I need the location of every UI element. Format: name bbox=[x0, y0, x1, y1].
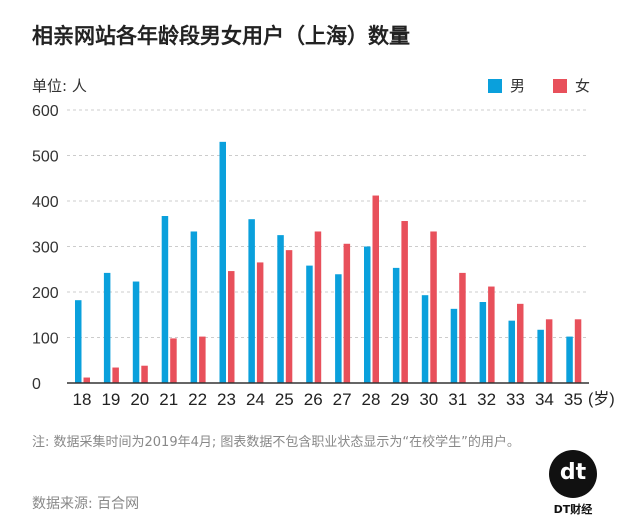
x-tick-label: 34 bbox=[535, 390, 554, 409]
legend-label-male: 男 bbox=[510, 77, 526, 95]
bar-female-25 bbox=[285, 250, 293, 383]
bar-male-31 bbox=[450, 308, 458, 383]
legend-female: 女 bbox=[553, 75, 590, 96]
data-source: 数据来源: 百合网 bbox=[32, 496, 140, 512]
bar-female-21 bbox=[170, 338, 177, 383]
x-tick-label: 24 bbox=[246, 390, 265, 409]
bar-female-32 bbox=[488, 286, 495, 383]
bar-female-19 bbox=[112, 367, 119, 383]
footnote: 注: 数据采集时间为2019年4月; 图表数据不包含职业状态显示为“在校学生”的… bbox=[32, 435, 520, 450]
legend-swatch-female bbox=[553, 78, 567, 93]
bar-female-24 bbox=[256, 262, 264, 383]
bar-female-34 bbox=[545, 319, 553, 383]
bar-female-20 bbox=[141, 365, 148, 383]
x-tick-label: 25 bbox=[275, 390, 294, 409]
legend-swatch-male bbox=[488, 78, 502, 93]
bar-male-34 bbox=[537, 329, 544, 383]
bar-male-21 bbox=[161, 216, 169, 383]
bar-male-22 bbox=[190, 231, 198, 383]
y-tick-label: 300 bbox=[32, 240, 59, 257]
dt-logo: dt DT财经 bbox=[543, 450, 603, 517]
y-tick-label: 0 bbox=[32, 376, 41, 393]
x-tick-label: 23 bbox=[217, 390, 236, 409]
bar-female-31 bbox=[459, 272, 466, 383]
y-tick-label: 500 bbox=[32, 149, 59, 166]
y-tick-label: 200 bbox=[32, 285, 59, 302]
bar-male-23 bbox=[219, 141, 226, 383]
bar-female-27 bbox=[343, 243, 351, 383]
x-tick-label: 33 bbox=[506, 390, 525, 409]
plot-area: 0 100 200 300 400 500 600 18 19 20 21 22 23 24 25 26 27 2… bbox=[32, 103, 615, 409]
y-tick-label: 600 bbox=[32, 103, 59, 120]
x-tick-label: 20 bbox=[130, 390, 149, 409]
x-tick-label: 31 bbox=[448, 390, 467, 409]
bar-female-30 bbox=[430, 231, 437, 383]
bar-male-33 bbox=[508, 320, 515, 383]
chart-title: 相亲网站各年龄段男女用户（上海）数量 bbox=[32, 24, 410, 48]
bar-female-33 bbox=[517, 303, 524, 383]
bar-male-27 bbox=[335, 274, 342, 383]
bar-male-30 bbox=[421, 295, 429, 383]
legend-male: 男 bbox=[488, 75, 525, 96]
bar-female-35 bbox=[574, 319, 582, 383]
bar-female-23 bbox=[228, 271, 235, 383]
bar-male-26 bbox=[306, 265, 313, 383]
bar-female-18 bbox=[83, 377, 90, 383]
x-tick-label: 27 bbox=[333, 390, 352, 409]
x-tick-label: 32 bbox=[477, 390, 496, 409]
bar-male-25 bbox=[277, 235, 284, 383]
logo-text: DT财经 bbox=[553, 503, 593, 516]
bar-male-29 bbox=[392, 267, 400, 383]
bar-male-32 bbox=[479, 302, 487, 383]
bar-male-28 bbox=[364, 246, 371, 383]
logo-mark: dt bbox=[549, 450, 597, 498]
x-tick-label: 35 bbox=[564, 390, 583, 409]
bar-male-24 bbox=[248, 219, 255, 383]
bar-female-29 bbox=[401, 221, 408, 383]
x-tick-label: 18 bbox=[73, 390, 92, 409]
legend-label-female: 女 bbox=[575, 77, 591, 95]
bar-female-22 bbox=[199, 336, 206, 383]
x-tick-label: 30 bbox=[419, 390, 438, 409]
bar-male-19 bbox=[103, 272, 111, 383]
y-tick-label: 400 bbox=[32, 194, 59, 211]
y-axis-unit: 单位: 人 bbox=[32, 77, 87, 95]
x-tick-label: 28 bbox=[362, 390, 381, 409]
x-tick-label: 19 bbox=[101, 390, 120, 409]
bar-male-35 bbox=[566, 336, 573, 383]
bar-male-18 bbox=[75, 300, 82, 383]
x-tick-label: 26 bbox=[304, 390, 323, 409]
x-tick-label: 21 bbox=[159, 390, 178, 409]
y-tick-label: 100 bbox=[32, 331, 59, 348]
x-tick-label: 22 bbox=[188, 390, 207, 409]
x-tick-label: 29 bbox=[390, 390, 409, 409]
bar-female-28 bbox=[372, 195, 379, 383]
x-axis-unit: (岁) bbox=[588, 390, 615, 408]
bar-female-26 bbox=[314, 231, 322, 383]
bar-male-20 bbox=[132, 281, 140, 383]
